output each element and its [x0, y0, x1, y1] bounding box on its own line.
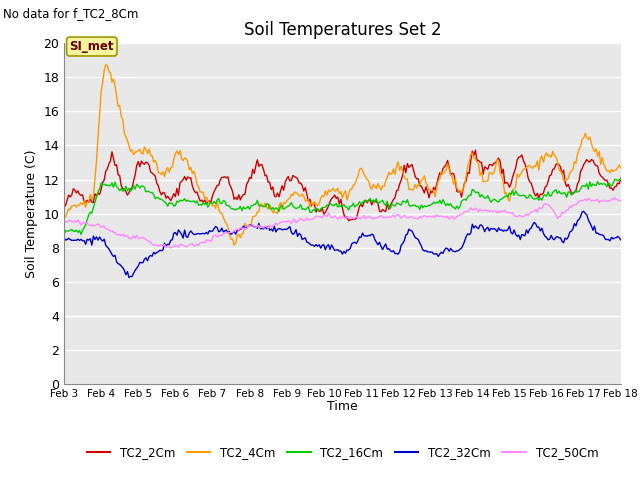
Line: TC2_2Cm: TC2_2Cm: [64, 150, 621, 221]
TC2_16Cm: [377, 199, 385, 204]
TC2_2Cm: [410, 167, 417, 173]
TC2_2Cm: [379, 206, 387, 212]
TC2_4Cm: [60, 213, 68, 219]
TC2_16Cm: [549, 190, 557, 195]
TC2_4Cm: [617, 166, 625, 171]
TC2_2Cm: [552, 162, 559, 168]
TC2_4Cm: [399, 169, 406, 175]
Line: TC2_4Cm: TC2_4Cm: [64, 65, 621, 245]
TC2_50Cm: [164, 243, 172, 249]
TC2_50Cm: [550, 209, 558, 215]
TC2_2Cm: [617, 175, 625, 181]
Text: SI_met: SI_met: [70, 40, 114, 53]
TC2_16Cm: [60, 232, 68, 238]
Text: No data for f_TC2_8Cm: No data for f_TC2_8Cm: [3, 7, 139, 20]
Line: TC2_50Cm: TC2_50Cm: [64, 198, 621, 248]
TC2_32Cm: [60, 235, 68, 240]
TC2_4Cm: [165, 169, 173, 175]
TC2_32Cm: [410, 231, 417, 237]
TC2_32Cm: [379, 247, 387, 252]
Title: Soil Temperatures Set 2: Soil Temperatures Set 2: [244, 21, 441, 39]
TC2_50Cm: [617, 198, 625, 204]
TC2_4Cm: [412, 182, 419, 188]
TC2_50Cm: [76, 219, 83, 225]
TC2_32Cm: [125, 275, 133, 280]
TC2_16Cm: [76, 228, 83, 233]
TC2_50Cm: [167, 245, 175, 251]
TC2_50Cm: [379, 215, 387, 220]
TC2_2Cm: [164, 193, 172, 199]
TC2_32Cm: [550, 237, 558, 242]
TC2_2Cm: [472, 147, 479, 153]
TC2_50Cm: [611, 195, 618, 201]
TC2_32Cm: [397, 242, 405, 248]
X-axis label: Time: Time: [327, 400, 358, 413]
TC2_2Cm: [345, 218, 353, 224]
TC2_32Cm: [165, 242, 173, 248]
TC2_2Cm: [60, 204, 68, 210]
TC2_4Cm: [380, 184, 388, 190]
Legend: TC2_2Cm, TC2_4Cm, TC2_16Cm, TC2_32Cm, TC2_50Cm: TC2_2Cm, TC2_4Cm, TC2_16Cm, TC2_32Cm, TC…: [82, 441, 603, 464]
TC2_32Cm: [76, 238, 83, 243]
TC2_16Cm: [164, 204, 172, 209]
TC2_50Cm: [60, 218, 68, 224]
TC2_4Cm: [230, 242, 238, 248]
Line: TC2_16Cm: TC2_16Cm: [64, 179, 621, 235]
Line: TC2_32Cm: TC2_32Cm: [64, 211, 621, 277]
TC2_50Cm: [410, 215, 417, 221]
TC2_16Cm: [408, 203, 416, 208]
TC2_2Cm: [76, 192, 83, 197]
Y-axis label: Soil Temperature (C): Soil Temperature (C): [25, 149, 38, 278]
TC2_4Cm: [552, 154, 559, 160]
TC2_16Cm: [396, 202, 403, 207]
TC2_32Cm: [617, 237, 625, 243]
TC2_4Cm: [76, 202, 83, 207]
TC2_50Cm: [397, 216, 405, 221]
TC2_2Cm: [397, 178, 405, 183]
TC2_4Cm: [102, 62, 109, 68]
TC2_32Cm: [580, 208, 588, 214]
TC2_16Cm: [617, 176, 625, 182]
